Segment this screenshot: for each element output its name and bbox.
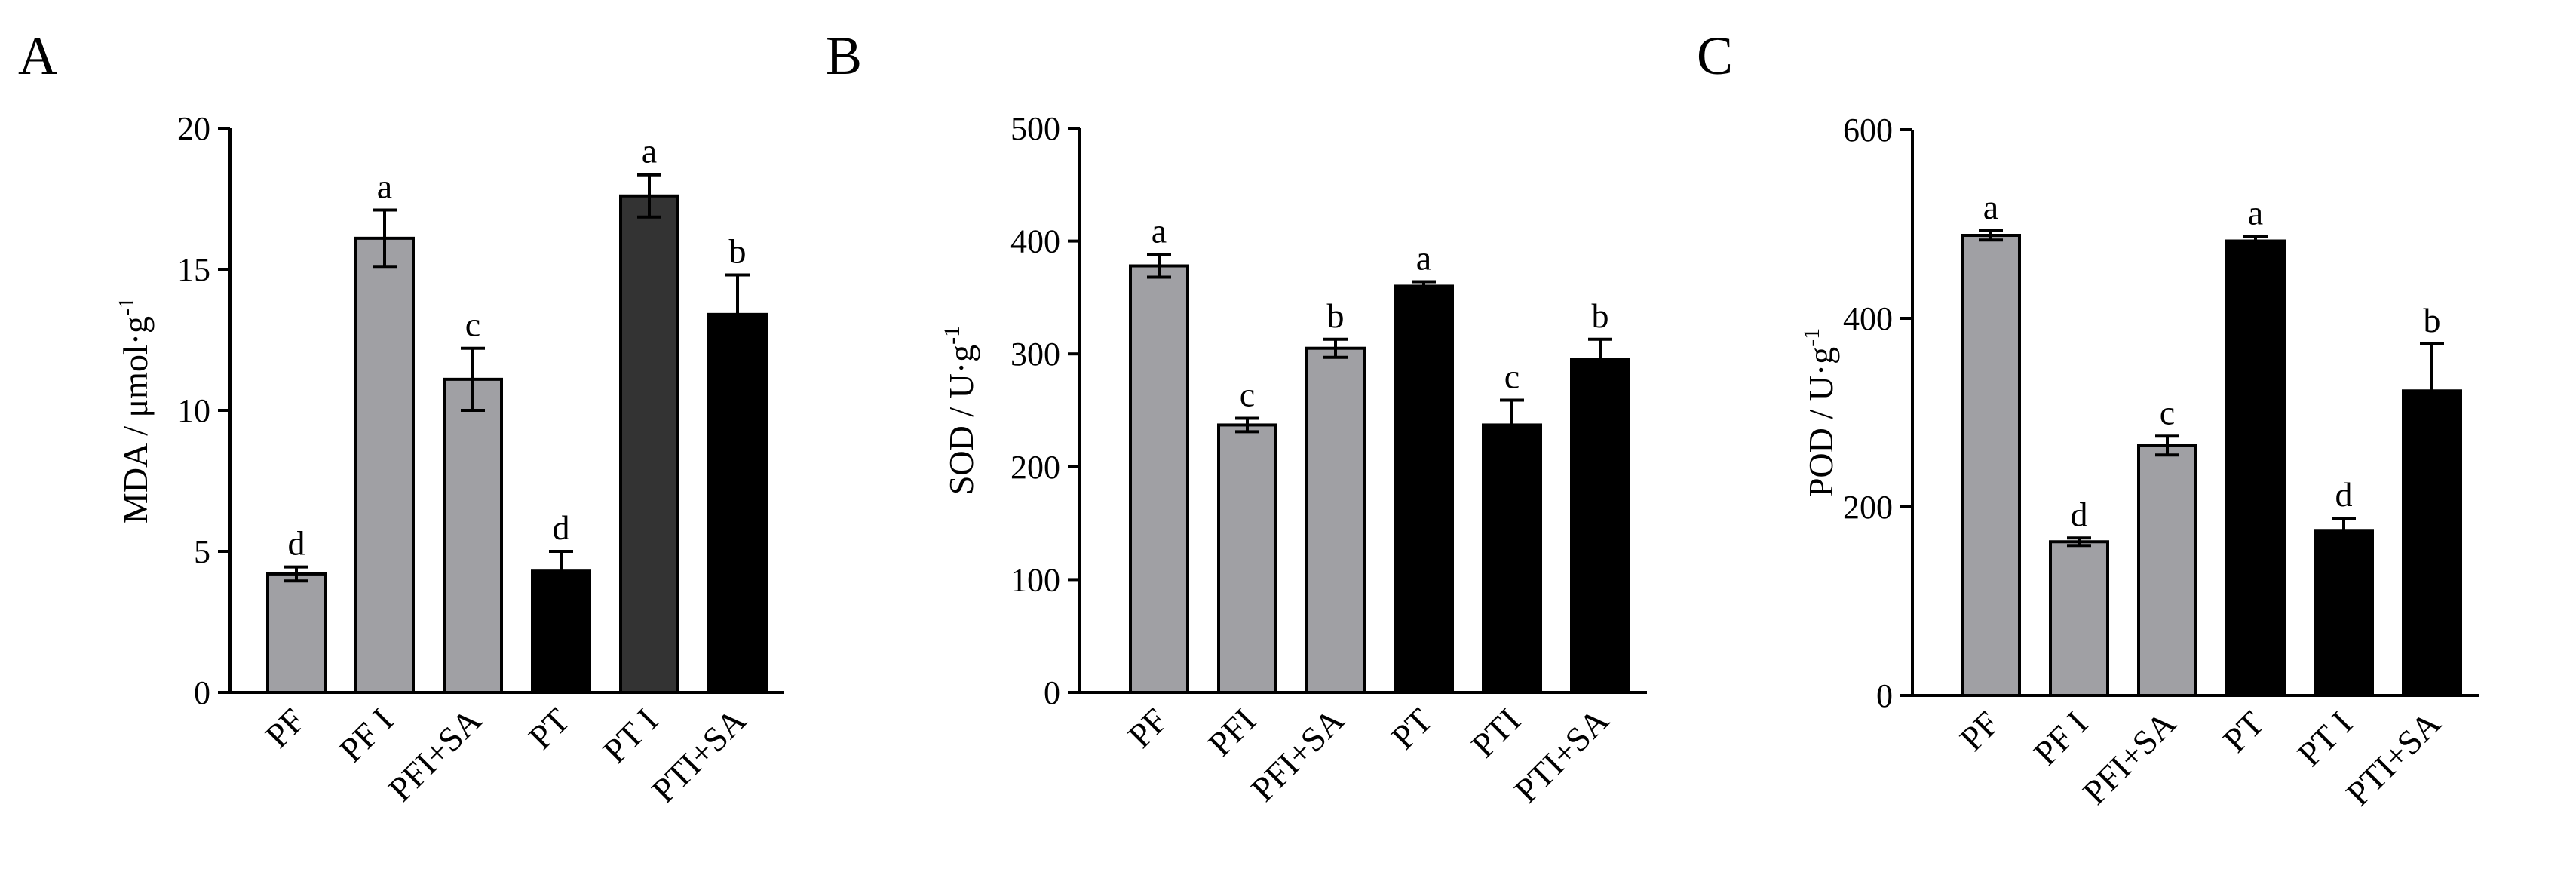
significance-letter: b: [2424, 301, 2441, 339]
panel-label: B: [826, 26, 862, 86]
y-tick-label: 200: [1843, 489, 1893, 526]
y-tick-label: 200: [1010, 449, 1060, 486]
category-label: PF: [258, 701, 312, 755]
panel-label: A: [18, 26, 57, 86]
significance-letter: a: [1152, 212, 1167, 250]
category-label: PT: [2216, 704, 2271, 760]
significance-letter: c: [1240, 375, 1255, 413]
bar: [1961, 234, 2021, 697]
category-label: PF I: [2026, 704, 2095, 772]
significance-letter: c: [1504, 358, 1520, 396]
category-label: PF: [1952, 704, 2007, 758]
bar: [1394, 284, 1454, 694]
bar: [531, 569, 591, 694]
y-tick-label: 300: [1010, 336, 1060, 373]
y-axis-title-superscript: -1: [114, 297, 139, 316]
y-tick-label: 0: [1044, 674, 1060, 711]
y-tick-label: 10: [177, 392, 210, 429]
chart-panel-B: B 0 100 200 300 400 500 SOD / U·g-1 a PF c PFI b PFI+…: [826, 26, 1647, 810]
category-label: PT I: [2290, 704, 2360, 773]
significance-letter: b: [1327, 296, 1345, 335]
significance-letter: d: [2071, 495, 2088, 533]
category-label: PTI+SA: [1507, 701, 1616, 810]
significance-letter: a: [1983, 188, 1998, 226]
y-tick-label: 20: [177, 110, 210, 147]
bar: [1305, 346, 1366, 694]
category-label: PT: [521, 701, 577, 757]
category-label: PF: [1121, 701, 1175, 755]
category-label: PFI+SA: [1244, 701, 1351, 809]
bar: [1129, 264, 1189, 694]
y-tick-label: 0: [1876, 677, 1893, 714]
category-label: PT: [1384, 701, 1440, 757]
bar: [443, 377, 503, 694]
category-label: PTI: [1464, 701, 1528, 765]
y-tick-label: 15: [177, 251, 210, 288]
category-label: PFI+SA: [2075, 704, 2183, 812]
y-axis-title-text: SOD / U·g: [942, 345, 980, 495]
y-tick-label: 5: [194, 533, 210, 570]
panel-label: C: [1697, 26, 1733, 86]
bar: [2049, 540, 2109, 697]
significance-letter: c: [2160, 393, 2175, 431]
significance-letter: d: [288, 524, 305, 563]
significance-letter: b: [729, 232, 747, 270]
y-tick-label: 400: [1843, 300, 1893, 337]
significance-letter: d: [2335, 475, 2353, 514]
significance-letter: a: [2248, 193, 2263, 232]
bar: [707, 312, 768, 694]
y-axis-title-text: POD / U·g: [1802, 347, 1840, 497]
category-label: PTI+SA: [644, 701, 753, 810]
bar: [2225, 239, 2286, 697]
category-label: PF I: [332, 701, 400, 769]
category-label: PFI+SA: [381, 701, 489, 809]
y-tick-label: 0: [194, 674, 210, 711]
bar: [2402, 389, 2462, 697]
bar: [266, 572, 327, 694]
category-label: PFI: [1201, 701, 1263, 763]
y-tick-label: 600: [1843, 112, 1893, 149]
y-tick-label: 500: [1010, 110, 1060, 147]
category-label: PT I: [596, 701, 665, 770]
significance-letter: c: [465, 305, 480, 344]
y-axis-title: POD / U·g-1: [1799, 328, 1840, 497]
significance-letter: a: [1416, 238, 1431, 277]
significance-letter: a: [377, 167, 392, 205]
bar: [1482, 423, 1542, 694]
significance-letter: b: [1592, 296, 1609, 335]
y-axis-title-superscript: -1: [1799, 328, 1824, 347]
significance-letter: a: [642, 132, 657, 170]
y-axis-title: MDA / μmol·g-1: [114, 297, 155, 523]
category-label: PTI+SA: [2338, 704, 2448, 813]
y-axis-title: SOD / U·g-1: [940, 326, 980, 495]
y-tick-label: 400: [1010, 223, 1060, 260]
y-tick-label: 100: [1010, 561, 1060, 598]
chart-panel-C: C 0 200 400 600 POD / U·g-1 a PF d PF I c PFI+SA a PT…: [1697, 26, 2479, 813]
bar: [2314, 529, 2374, 697]
bar: [1570, 358, 1630, 694]
significance-letter: d: [553, 508, 570, 547]
bar: [619, 194, 679, 694]
bar: [2137, 444, 2197, 697]
y-axis-title-superscript: -1: [940, 326, 964, 345]
bar: [354, 236, 415, 694]
y-axis-title-text: MDA / μmol·g: [116, 316, 155, 523]
chart-panel-A: A 0 5 10 15 20 MDA / μmol·g-1 d PF a PF I c PFI+SA d P…: [18, 26, 784, 810]
bar: [1217, 423, 1277, 694]
